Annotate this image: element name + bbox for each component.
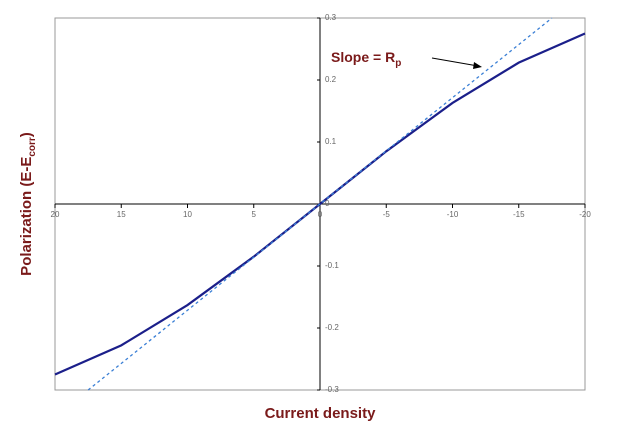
y-tick-label: 0.1 — [325, 137, 337, 146]
x-tick-label: -15 — [513, 210, 525, 219]
series-line — [54, 32, 586, 376]
x-tick-label: -20 — [579, 210, 591, 219]
annotation: Slope = Rp — [331, 49, 401, 69]
y-tick-label: 0.3 — [325, 13, 337, 22]
y-tick-label: 0.2 — [325, 75, 337, 84]
annotation-main: Slope = R — [331, 49, 395, 65]
x-tick-label: 0 — [318, 210, 323, 219]
x-axis-label: Current density — [265, 405, 377, 422]
x-tick-label: 15 — [117, 210, 126, 219]
y-tick-label: 0 — [325, 199, 330, 208]
annotation-arrow — [431, 57, 479, 67]
y-axis-label: Polarization (E-Ecorr) — [18, 132, 38, 276]
x-tick-label: -5 — [383, 210, 391, 219]
x-tick-label: 10 — [183, 210, 192, 219]
x-tick-label: 20 — [51, 210, 60, 219]
arrow-head — [473, 62, 482, 69]
y-tick-label: -0.2 — [325, 323, 339, 332]
x-tick-label: -10 — [447, 210, 459, 219]
y-tick-label: -0.3 — [325, 385, 339, 394]
y-label-tail: ) — [18, 132, 35, 137]
x-tick-label: 5 — [252, 210, 257, 219]
y-label-main: Polarization (E-E — [18, 157, 35, 276]
annotation-sub: p — [395, 58, 401, 69]
y-label-sub: corr — [27, 137, 38, 157]
y-tick-label: -0.1 — [325, 261, 339, 270]
